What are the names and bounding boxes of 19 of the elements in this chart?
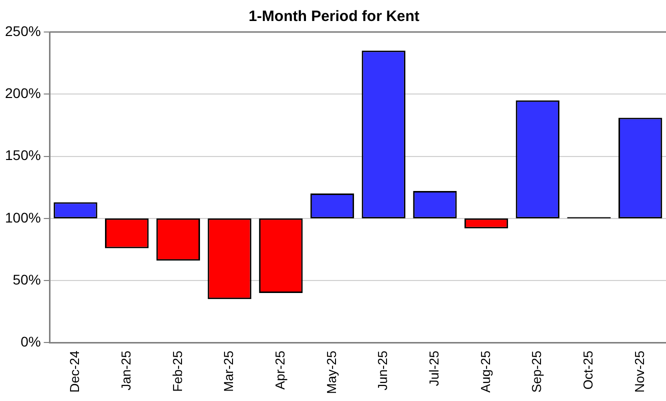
chart-title: 1-Month Period for Kent <box>248 8 420 26</box>
x-tick-label: May-25 <box>324 350 339 394</box>
x-tick-label: Oct-25 <box>580 350 596 390</box>
x-tick-label: Apr-25 <box>272 350 288 390</box>
x-tick-label: Aug-25 <box>478 350 493 393</box>
x-tick-label: Nov-25 <box>632 350 647 393</box>
x-tick-label: Mar-25 <box>221 350 236 392</box>
x-tick-label: Jan-25 <box>118 350 134 390</box>
y-tick-label: 0% <box>20 334 41 350</box>
y-tick-label: 250% <box>4 22 41 39</box>
x-tick-label: Feb-25 <box>170 350 185 392</box>
y-tick-label: 150% <box>4 147 41 164</box>
y-tick-label: 100% <box>4 209 41 226</box>
x-tick-label: Jun-25 <box>375 350 390 390</box>
x-tick-label: Jul-25 <box>426 350 442 386</box>
x-tick-label: Dec-24 <box>67 350 82 393</box>
y-tick-label: 200% <box>4 84 41 101</box>
x-tick-label: Sep-25 <box>529 350 544 393</box>
y-tick-label: 50% <box>12 271 41 288</box>
